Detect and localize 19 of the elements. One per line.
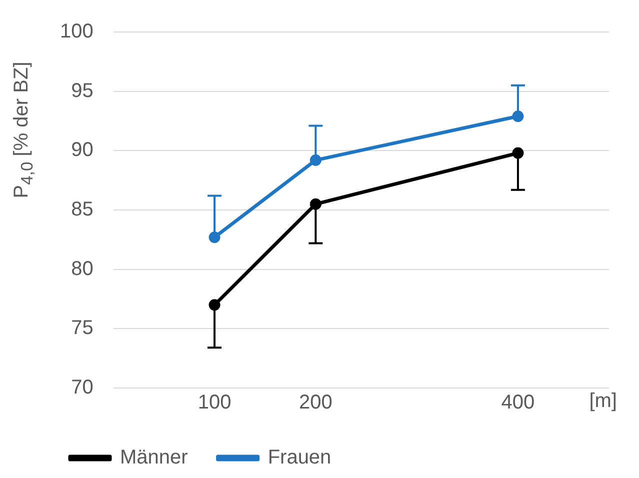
point: [208, 299, 220, 311]
point: [310, 198, 322, 210]
legend-label: Frauen: [268, 446, 332, 469]
y-tick-label: 80: [71, 258, 94, 280]
x-tick-label: 400: [501, 392, 535, 414]
y-tick-label: 95: [71, 80, 94, 102]
point: [208, 232, 220, 244]
point: [512, 110, 524, 122]
x-tick-label: 200: [298, 392, 332, 414]
y-tick-label: 70: [71, 376, 94, 399]
legend-label: Männer: [120, 446, 188, 469]
y-tick-label: 100: [60, 20, 94, 43]
x-tick-label: 100: [198, 392, 232, 414]
y-tick-label: 90: [71, 139, 94, 162]
y-tick-label: 85: [71, 198, 94, 221]
x-axis-title: [m]: [589, 390, 617, 413]
y-tick-label: 75: [71, 317, 94, 340]
point: [512, 147, 524, 159]
point: [310, 154, 322, 166]
